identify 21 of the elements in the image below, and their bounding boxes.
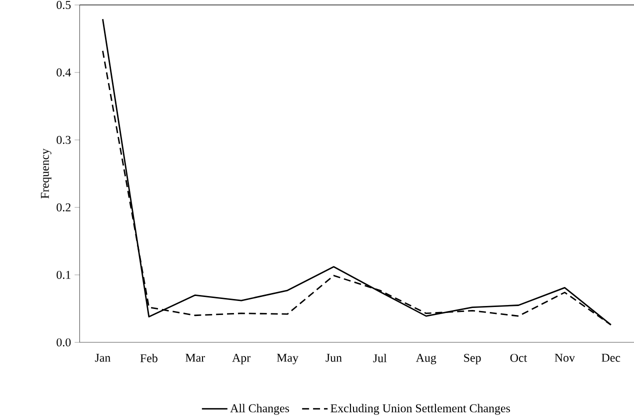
legend-label: Excluding Union Settlement Changes [330,404,510,415]
x-tick-label: Apr [232,354,250,364]
x-tick-label: Mar [186,354,205,362]
x-tick-label: Jan [95,354,111,362]
x-tick-label: Jul [373,354,387,362]
y-tick-label: 0.1 [56,270,70,279]
x-tick-label: Dec [602,354,620,362]
y-axis-title: Frequency [40,148,52,199]
x-tick-label: May [276,354,298,364]
y-tick-label: 0.5 [56,0,71,10]
x-tick-label: Nov [554,354,575,362]
legend-label: All Changes [230,404,290,415]
y-tick-label: 0.2 [56,203,70,212]
y-tick-label: 0.3 [56,136,71,144]
x-tick-label: Aug [416,354,436,364]
x-tick-label: Oct [510,354,528,362]
x-tick-label: Jun [326,354,342,362]
y-tick-label: 0.0 [56,338,71,346]
x-tick-label: Feb [140,354,158,362]
x-tick-label: Sep [464,354,481,364]
y-tick-label: 0.4 [56,68,71,77]
